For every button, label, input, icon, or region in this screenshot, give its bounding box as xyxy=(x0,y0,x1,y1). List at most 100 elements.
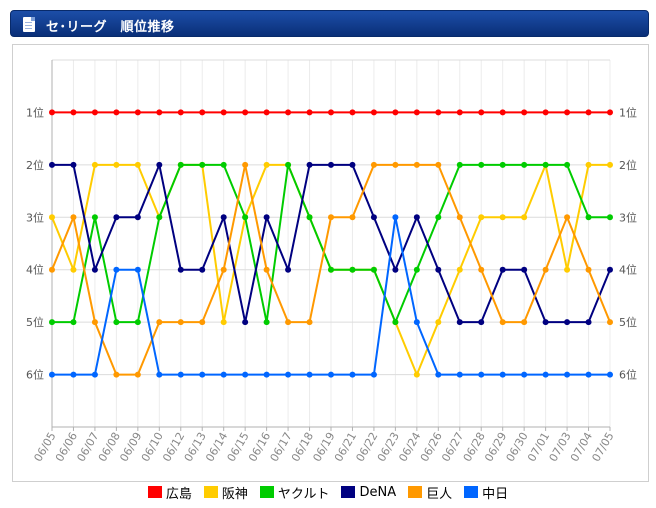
series-2-point xyxy=(49,319,55,326)
series-5-point xyxy=(220,371,227,378)
series-0-point xyxy=(306,109,313,116)
y-tick-label-left: 1位 xyxy=(26,105,44,119)
series-5-point xyxy=(134,266,141,273)
y-tick-label-right: 4位 xyxy=(619,263,637,277)
series-2-point xyxy=(413,266,420,273)
series-4-point xyxy=(134,371,141,378)
series-0-point xyxy=(607,109,613,116)
series-4-point xyxy=(156,319,163,326)
legend-item[interactable]: DeNA xyxy=(341,485,396,500)
series-3-point xyxy=(499,266,506,273)
legend-item[interactable]: 阪神 xyxy=(203,483,248,502)
series-5-point xyxy=(349,371,356,378)
series-4-point xyxy=(91,319,98,326)
series-1-point xyxy=(499,214,506,221)
series-2-point xyxy=(478,161,485,168)
series-2-point xyxy=(113,319,120,326)
series-0-point xyxy=(199,109,206,116)
series-1-point xyxy=(456,266,463,273)
legend-swatch xyxy=(259,486,274,498)
series-4-point xyxy=(349,214,356,221)
series-5-point xyxy=(328,371,334,378)
series-3-point xyxy=(177,266,184,273)
series-4-point xyxy=(521,319,528,326)
series-3-point xyxy=(113,214,120,221)
series-0-point xyxy=(328,109,334,116)
series-1-point xyxy=(134,161,141,168)
y-tick-label-left: 3位 xyxy=(26,210,44,224)
series-1-point xyxy=(478,214,485,221)
legend-item[interactable]: ヤクルト xyxy=(259,483,330,502)
chart-legend: 広島 阪神 ヤクルト DeNA 巨人 中日 xyxy=(0,482,656,502)
legend-swatch xyxy=(341,486,356,498)
series-0-point xyxy=(220,109,227,116)
series-4-point xyxy=(456,214,463,221)
series-2-point xyxy=(285,161,292,168)
legend-label: 中日 xyxy=(482,486,509,502)
series-5-point xyxy=(70,371,77,378)
series-4-point xyxy=(113,371,120,378)
series-1-point xyxy=(70,266,77,273)
series-3-point xyxy=(220,214,227,221)
series-0-point xyxy=(242,109,249,116)
series-1-point xyxy=(263,161,270,168)
series-4-point xyxy=(242,161,249,168)
series-3-point xyxy=(70,161,77,168)
series-5-point xyxy=(456,371,463,378)
series-3-point xyxy=(134,214,141,221)
series-3-point xyxy=(564,319,571,326)
series-4-point xyxy=(70,214,77,221)
legend-item[interactable]: 中日 xyxy=(464,483,508,502)
series-0-point xyxy=(456,109,463,116)
series-3-point xyxy=(91,266,98,273)
series-1-point xyxy=(91,161,98,168)
legend-label: DeNA xyxy=(359,484,397,500)
series-3-point xyxy=(585,319,592,326)
series-2-point xyxy=(199,161,206,168)
series-5-point xyxy=(306,371,313,378)
series-2-point xyxy=(456,161,463,168)
series-5-point xyxy=(91,371,98,378)
series-4-point xyxy=(542,266,549,273)
series-0-point xyxy=(413,109,420,116)
series-1-point xyxy=(564,266,571,273)
series-0-point xyxy=(113,109,120,116)
legend-item[interactable]: 巨人 xyxy=(408,483,452,502)
series-5-point xyxy=(370,371,377,378)
series-5-point xyxy=(435,371,442,378)
series-2-point xyxy=(263,319,270,326)
series-4-point xyxy=(499,319,506,326)
series-5-point xyxy=(242,371,249,378)
series-2-point xyxy=(542,161,549,168)
series-2-point xyxy=(70,319,77,326)
series-2-point xyxy=(564,161,571,168)
series-4-point xyxy=(607,319,613,326)
series-2-point xyxy=(370,266,377,273)
legend-label: ヤクルト xyxy=(277,486,330,502)
series-4-point xyxy=(177,319,184,326)
legend-label: 巨人 xyxy=(426,486,453,502)
series-0-point xyxy=(392,109,399,116)
series-5-point xyxy=(392,214,399,221)
series-4-point xyxy=(413,161,420,168)
series-2-point xyxy=(177,161,184,168)
series-3-point xyxy=(199,266,206,273)
series-5-point xyxy=(499,371,506,378)
legend-item[interactable]: 広島 xyxy=(147,483,192,502)
series-4-point xyxy=(199,319,206,326)
series-1-point xyxy=(220,319,227,326)
series-0-point xyxy=(435,109,442,116)
series-3-point xyxy=(285,266,292,273)
document-icon xyxy=(23,17,35,32)
series-0-point xyxy=(585,109,592,116)
series-5-point xyxy=(564,371,571,378)
series-3-point xyxy=(542,319,549,326)
series-2-point xyxy=(242,214,249,221)
series-3-point xyxy=(392,266,399,273)
series-3-point xyxy=(413,214,420,221)
y-tick-label-right: 1位 xyxy=(619,105,637,119)
series-1-point xyxy=(607,161,613,168)
chart-header: セ･リーグ 順位推移 xyxy=(10,10,649,37)
series-5-point xyxy=(113,266,120,273)
